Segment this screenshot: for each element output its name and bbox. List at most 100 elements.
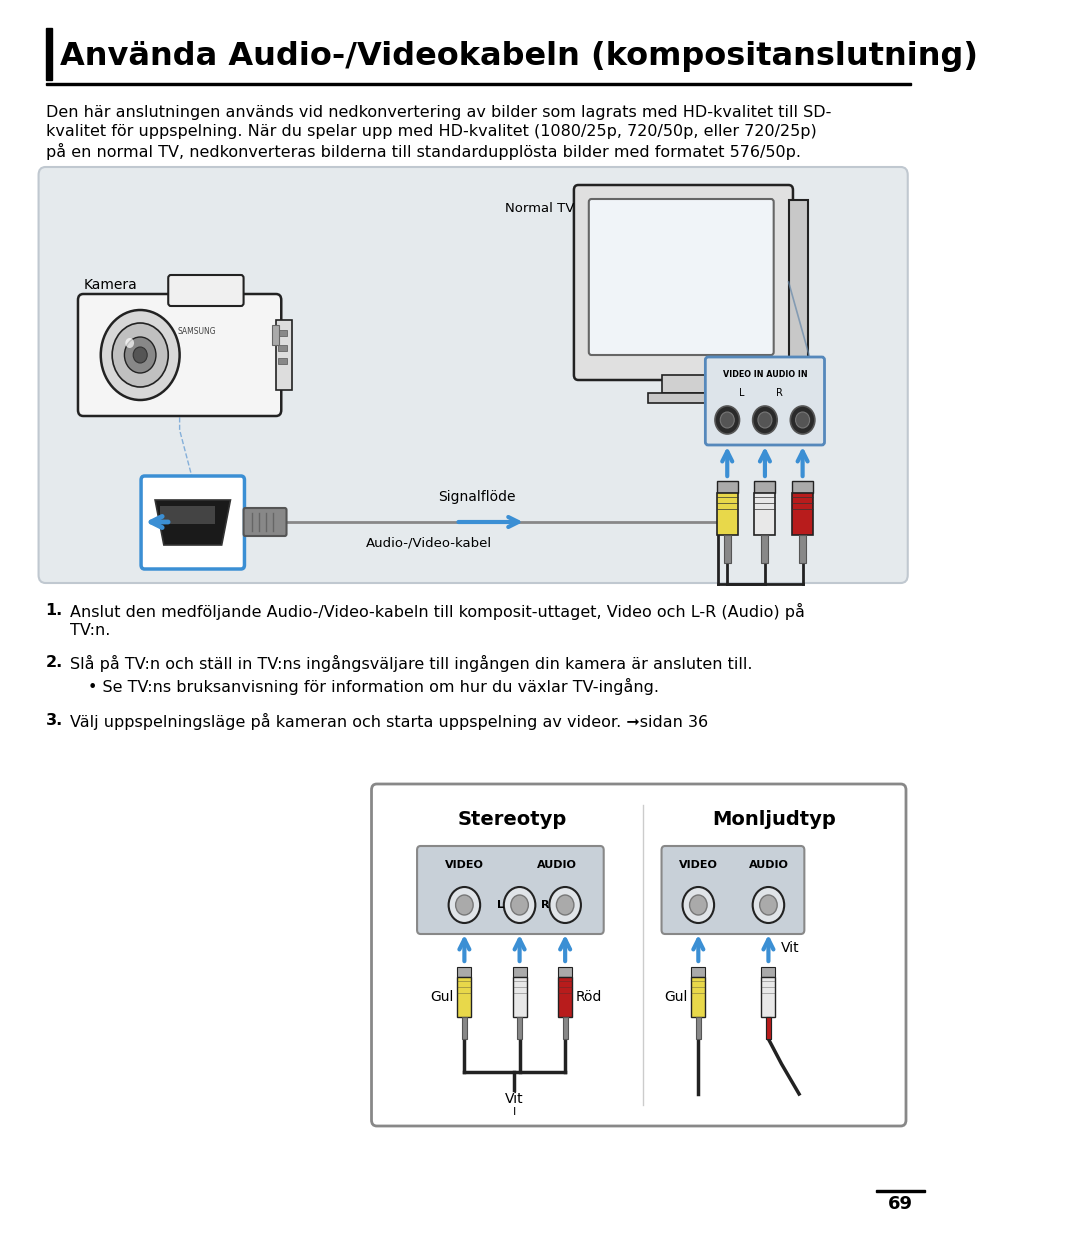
- Circle shape: [753, 406, 778, 434]
- Circle shape: [758, 412, 772, 428]
- Text: Vit: Vit: [505, 1092, 524, 1106]
- Text: R: R: [541, 900, 550, 909]
- Circle shape: [791, 406, 815, 434]
- Bar: [766, 1017, 771, 1039]
- Bar: [755, 494, 775, 536]
- Text: Slå på TV:n och ställ in TV:ns ingångsväljare till ingången din kamera är anslut: Slå på TV:n och ställ in TV:ns ingångsvä…: [70, 655, 753, 673]
- FancyBboxPatch shape: [705, 357, 824, 445]
- FancyBboxPatch shape: [78, 294, 281, 416]
- Circle shape: [448, 887, 481, 923]
- Circle shape: [125, 338, 134, 348]
- Circle shape: [683, 887, 714, 923]
- Bar: [876, 1190, 926, 1192]
- Text: R: R: [777, 387, 783, 399]
- Bar: [766, 1017, 771, 1039]
- Text: TV:n.: TV:n.: [70, 623, 110, 638]
- Text: VIDEO: VIDEO: [445, 860, 484, 870]
- Text: 69: 69: [888, 1195, 914, 1213]
- Text: VIDEO: VIDEO: [679, 860, 718, 870]
- Text: 1.: 1.: [45, 603, 63, 618]
- Circle shape: [112, 323, 168, 387]
- FancyBboxPatch shape: [417, 847, 604, 934]
- Bar: [717, 494, 738, 536]
- Text: Välj uppspelningsläge på kameran och starta uppspelning av videor. ➞sidan 36: Välj uppspelningsläge på kameran och sta…: [70, 713, 708, 731]
- Text: 3.: 3.: [45, 713, 63, 728]
- Circle shape: [503, 887, 536, 923]
- Bar: [45, 28, 52, 80]
- Text: Använda Audio-/Videokabeln (kompositanslutning): Använda Audio-/Videokabeln (kompositansl…: [59, 41, 977, 72]
- Text: I: I: [513, 1107, 516, 1117]
- Circle shape: [550, 887, 581, 923]
- Bar: [662, 375, 705, 392]
- Polygon shape: [156, 500, 230, 545]
- FancyBboxPatch shape: [372, 784, 906, 1125]
- Bar: [792, 494, 813, 536]
- Text: Kamera: Kamera: [83, 278, 137, 292]
- Bar: [558, 967, 572, 977]
- Bar: [761, 977, 775, 1017]
- Bar: [788, 200, 808, 370]
- Text: Vit: Vit: [781, 942, 799, 955]
- FancyBboxPatch shape: [168, 275, 244, 306]
- Text: Anslut den medföljande Audio-/Video-kabeln till komposit-uttaget, Video och L-R : Anslut den medföljande Audio-/Video-kabe…: [70, 603, 805, 619]
- Bar: [513, 967, 527, 977]
- Text: AUDIO: AUDIO: [537, 860, 577, 870]
- Circle shape: [759, 895, 778, 914]
- FancyBboxPatch shape: [573, 185, 793, 380]
- Bar: [755, 481, 775, 494]
- Text: Audio-/Video-kabel: Audio-/Video-kabel: [366, 537, 492, 550]
- Circle shape: [796, 412, 810, 428]
- Text: Den här anslutningen används vid nedkonvertering av bilder som lagrats med HD-kv: Den här anslutningen används vid nedkonv…: [45, 105, 831, 120]
- Text: • Se TV:ns bruksanvisning för information om hur du växlar TV-ingång.: • Se TV:ns bruksanvisning för informatio…: [87, 677, 659, 695]
- Circle shape: [753, 887, 784, 923]
- FancyBboxPatch shape: [141, 476, 244, 569]
- Bar: [517, 1017, 523, 1039]
- Circle shape: [689, 895, 707, 914]
- Bar: [272, 325, 279, 346]
- Bar: [792, 481, 813, 494]
- Circle shape: [511, 895, 528, 914]
- Bar: [563, 1017, 568, 1039]
- Bar: [457, 967, 471, 977]
- Text: Gul: Gul: [664, 990, 688, 1004]
- Bar: [717, 481, 738, 494]
- Text: Signalflöde: Signalflöde: [438, 490, 515, 503]
- FancyBboxPatch shape: [662, 847, 805, 934]
- Bar: [648, 392, 718, 404]
- Bar: [558, 977, 572, 1017]
- Circle shape: [720, 412, 734, 428]
- Bar: [513, 977, 527, 1017]
- Text: VIDEO IN AUDIO IN: VIDEO IN AUDIO IN: [723, 370, 807, 379]
- Text: Stereotyp: Stereotyp: [458, 810, 567, 829]
- Bar: [691, 977, 705, 1017]
- Text: L: L: [739, 387, 744, 399]
- Text: Normal TV: Normal TV: [504, 202, 573, 215]
- Bar: [761, 967, 775, 977]
- Bar: [724, 536, 731, 563]
- Text: SAMSUNG: SAMSUNG: [178, 327, 216, 337]
- Text: Gul: Gul: [431, 990, 454, 1004]
- Circle shape: [100, 310, 179, 400]
- Text: AUDIO: AUDIO: [748, 860, 788, 870]
- Text: på en normal TV, nedkonverteras bilderna till standardupplösta bilder med format: på en normal TV, nedkonverteras bilderna…: [45, 143, 800, 160]
- FancyBboxPatch shape: [39, 167, 908, 582]
- Bar: [691, 967, 705, 977]
- Bar: [278, 329, 286, 336]
- Bar: [160, 506, 215, 524]
- Bar: [45, 83, 912, 84]
- Text: Röd: Röd: [576, 990, 602, 1004]
- Bar: [462, 1017, 467, 1039]
- Bar: [696, 1017, 701, 1039]
- Text: kvalitet för uppspelning. När du spelar upp med HD-kvalitet (1080/25p, 720/50p, : kvalitet för uppspelning. När du spelar …: [45, 123, 816, 139]
- Bar: [276, 320, 292, 390]
- Bar: [761, 536, 769, 563]
- Circle shape: [124, 337, 156, 373]
- FancyBboxPatch shape: [589, 199, 773, 355]
- Bar: [799, 536, 806, 563]
- Text: L: L: [497, 900, 503, 909]
- Circle shape: [456, 895, 473, 914]
- Bar: [457, 977, 471, 1017]
- Circle shape: [715, 406, 740, 434]
- Text: 2.: 2.: [45, 655, 63, 670]
- Bar: [278, 346, 286, 350]
